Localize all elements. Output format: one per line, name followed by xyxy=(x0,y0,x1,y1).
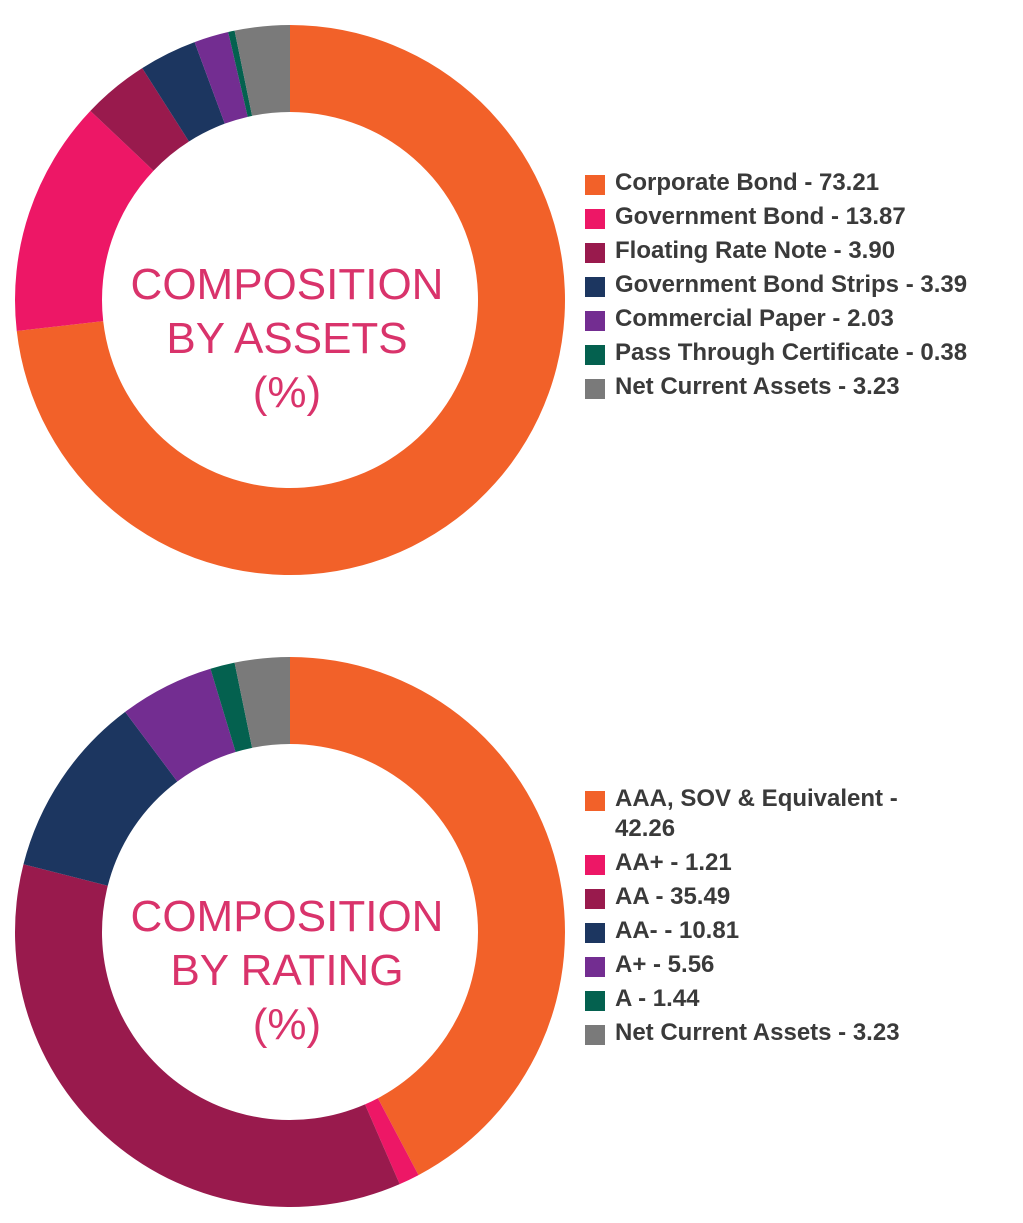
rating-chart-title: COMPOSITION BY RATING (%) xyxy=(107,890,467,1052)
legend-swatch xyxy=(585,923,605,943)
legend-swatch xyxy=(585,379,605,399)
legend-swatch xyxy=(585,855,605,875)
legend-item-government-bond: Government Bond - 13.87 xyxy=(585,202,1015,232)
legend-label: Floating Rate Note - 3.90 xyxy=(615,237,896,264)
assets-donut-chart xyxy=(15,25,566,575)
rating-title-line-3: (%) xyxy=(252,1000,322,1049)
legend-label: Government Bond Strips - 3.39 xyxy=(615,271,968,298)
legend-swatch xyxy=(585,209,605,229)
assets-title-line-2: BY ASSETS xyxy=(166,314,408,363)
legend-item-net-current-assets: Net Current Assets - 3.23 xyxy=(585,1018,1015,1048)
rating-title-line-2: BY RATING xyxy=(170,946,404,995)
legend-label: Pass Through Certificate - 0.38 xyxy=(615,339,968,366)
legend-label: A - 1.44 xyxy=(615,985,700,1012)
legend-label: Net Current Assets - 3.23 xyxy=(615,1019,900,1046)
legend-item-commercial-paper: Commercial Paper - 2.03 xyxy=(585,304,1015,334)
legend-label: AAA, SOV & Equivalent - 42.26 xyxy=(615,785,898,842)
legend-item-aa-plus: AA+ - 1.21 xyxy=(585,848,1015,878)
rating-donut-chart xyxy=(14,657,565,1207)
legend-item-floating-rate-note: Floating Rate Note - 3.90 xyxy=(585,236,1015,266)
donut-slice-aa xyxy=(23,711,178,886)
legend-swatch xyxy=(585,311,605,331)
donut-slice-aa xyxy=(364,1098,419,1185)
assets-title-line-1: COMPOSITION xyxy=(130,260,444,309)
legend-label: Government Bond - 13.87 xyxy=(615,203,906,230)
donut-slice-floating-rate-note xyxy=(90,68,189,171)
assets-legend: Corporate Bond - 73.21 Government Bond -… xyxy=(585,168,1015,406)
donut-slice-a xyxy=(210,662,253,753)
legend-item-aa: AA - 35.49 xyxy=(585,882,1015,912)
legend-item-aa-minus: AA- - 10.81 xyxy=(585,916,1015,946)
legend-item-a: A - 1.44 xyxy=(585,984,1015,1014)
assets-title-line-3: (%) xyxy=(252,368,322,417)
legend-item-pass-through-certificate: Pass Through Certificate - 0.38 xyxy=(585,338,1015,368)
legend-label: Corporate Bond - 73.21 xyxy=(615,169,880,196)
legend-swatch xyxy=(585,345,605,365)
donut-slice-aa xyxy=(14,864,400,1207)
legend-label: AA - 35.49 xyxy=(615,883,731,910)
legend-swatch xyxy=(585,1025,605,1045)
donut-slice-net-current-assets xyxy=(234,657,290,748)
legend-swatch xyxy=(585,991,605,1011)
donut-slice-aaa-sov-equivalent xyxy=(290,657,565,1176)
legend-swatch xyxy=(585,889,605,909)
rating-title-line-1: COMPOSITION xyxy=(130,892,444,941)
legend-swatch xyxy=(585,791,605,811)
legend-item-aaa-sov: AAA, SOV & Equivalent - 42.26 xyxy=(585,784,1015,844)
legend-item-a-plus: A+ - 5.56 xyxy=(585,950,1015,980)
donut-slice-pass-through-certificate xyxy=(228,30,253,117)
legend-label: Net Current Assets - 3.23 xyxy=(615,373,900,400)
donut-slice-government-bond-strips xyxy=(142,42,225,142)
rating-legend: AAA, SOV & Equivalent - 42.26 AA+ - 1.21… xyxy=(585,784,1015,1052)
legend-label: AA+ - 1.21 xyxy=(615,849,732,876)
legend-swatch xyxy=(585,277,605,297)
assets-chart-title: COMPOSITION BY ASSETS (%) xyxy=(107,258,467,420)
donut-slice-corporate-bond xyxy=(16,25,566,575)
donut-slice-commercial-paper xyxy=(194,32,248,124)
legend-label: A+ - 5.56 xyxy=(615,951,715,978)
legend-swatch xyxy=(585,175,605,195)
legend-label: Commercial Paper - 2.03 xyxy=(615,305,894,332)
legend-item-net-current-assets: Net Current Assets - 3.23 xyxy=(585,372,1015,402)
donut-slice-a xyxy=(125,668,236,782)
legend-item-government-bond-strips: Government Bond Strips - 3.39 xyxy=(585,270,1015,300)
donut-slice-government-bond xyxy=(15,110,154,331)
donut-slice-net-current-assets xyxy=(234,25,290,116)
legend-swatch xyxy=(585,957,605,977)
legend-label: AA- - 10.81 xyxy=(615,917,740,944)
legend-swatch xyxy=(585,243,605,263)
legend-item-corporate-bond: Corporate Bond - 73.21 xyxy=(585,168,1015,198)
